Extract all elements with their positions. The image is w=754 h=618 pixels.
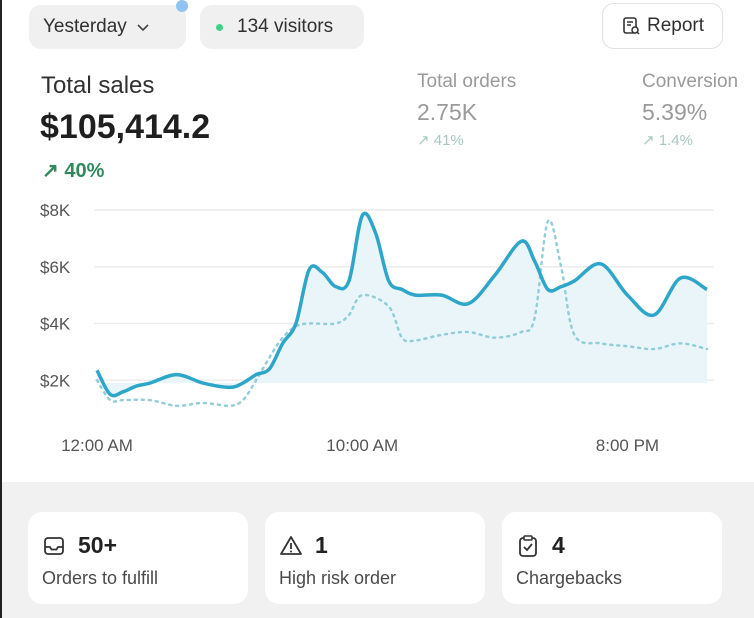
conversion-change-value: 1.4% [658, 132, 693, 149]
arrow-up-right-icon: ↗ [642, 132, 659, 149]
visitors-count: 134 visitors [237, 16, 334, 37]
card-label: Chargebacks [516, 568, 623, 588]
sales-chart[interactable]: $8K $6K $4K $2K 12:00 AM 10:00 AM 8:00 PM [2, 0, 754, 480]
series-line-yesterday [95, 211, 708, 398]
conversion-change: ↗ 1.4% [642, 131, 693, 149]
conversion-value: 5.39% [642, 99, 708, 125]
report-label: Report [646, 15, 705, 36]
report-icon [623, 17, 640, 35]
total-orders-value: 2.75K [417, 99, 478, 125]
x-tick-label: 10:00 AM [326, 436, 398, 455]
card-value: 50+ [78, 532, 118, 558]
total-orders-change: ↗ 41% [417, 131, 464, 149]
total-sales-change-value: 40% [64, 160, 105, 182]
arrow-up-right-icon: ↗ [417, 132, 434, 149]
sales-panel: Yesterday 134 visitors Report Total sale… [2, 0, 754, 482]
chevron-down-icon [137, 24, 149, 32]
area-fill [97, 213, 707, 396]
y-tick-label: $6K [40, 258, 71, 277]
card-value: 4 [552, 532, 565, 558]
y-tick-label: $8K [40, 201, 71, 220]
conversion-label: Conversion [642, 71, 739, 92]
card-value: 1 [315, 532, 328, 558]
x-tick-label: 8:00 PM [596, 436, 659, 455]
total-sales-value: $105,414.2 [40, 108, 211, 146]
alert-triangle-icon [280, 536, 302, 555]
notification-dot [176, 0, 188, 12]
inbox-icon [44, 537, 64, 555]
total-orders-change-value: 41% [433, 132, 464, 149]
total-sales-label: Total sales [41, 72, 155, 99]
card-label: High risk order [279, 568, 397, 588]
x-tick-label: 12:00 AM [61, 436, 133, 455]
total-orders-label: Total orders [417, 71, 517, 92]
total-sales-change: ↗ 40% [42, 158, 104, 183]
report-button[interactable]: Report [602, 3, 723, 49]
high-risk-order-card[interactable]: 1 High risk order [265, 512, 485, 604]
visitors-pill[interactable]: 134 visitors [200, 5, 364, 49]
date-filter-label: Yesterday [43, 16, 127, 37]
arrow-up-right-icon: ↗ [42, 160, 65, 182]
live-dot-icon [216, 23, 223, 31]
series-line-previous-period [95, 218, 709, 408]
y-tick-label: $4K [40, 315, 71, 334]
clipboard-check-icon [519, 535, 537, 557]
orders-to-fulfill-card[interactable]: 50+ Orders to fulfill [28, 512, 248, 604]
card-label: Orders to fulfill [42, 568, 159, 588]
y-tick-label: $2K [40, 371, 71, 390]
chargebacks-card[interactable]: 4 Chargebacks [502, 512, 722, 604]
date-filter-button[interactable]: Yesterday [29, 5, 186, 49]
